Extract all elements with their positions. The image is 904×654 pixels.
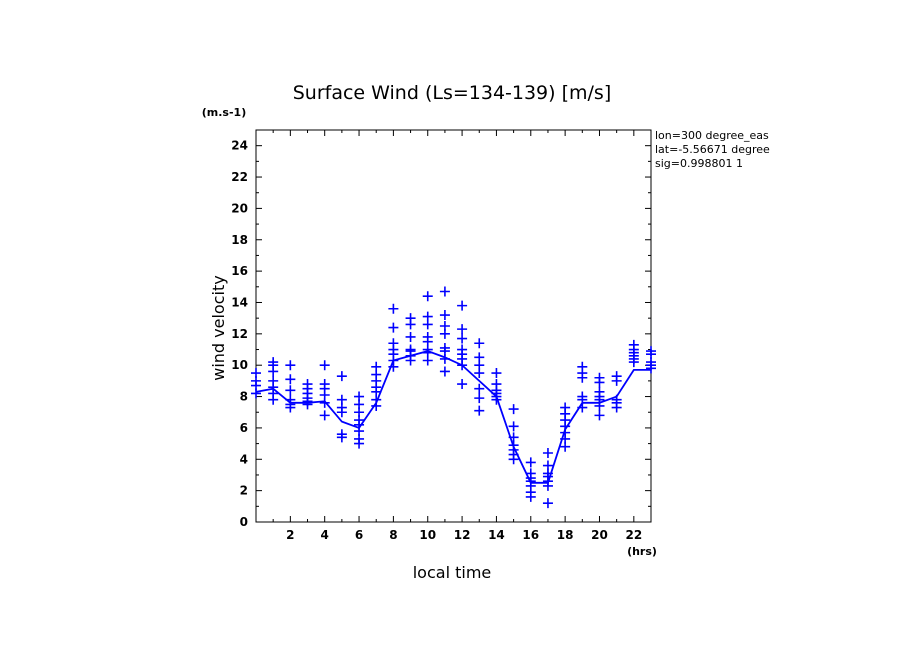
y-tick-label: 0	[240, 515, 248, 529]
scatter-point	[457, 379, 468, 390]
scatter-point	[354, 438, 365, 449]
x-tick-label: 12	[454, 528, 471, 542]
x-tick-label: 8	[389, 528, 397, 542]
scatter-point	[508, 404, 519, 415]
chart-title: Surface Wind (Ls=134-139) [m/s]	[293, 82, 612, 104]
scatter-point	[405, 355, 416, 366]
y-unit-label: (m.s-1)	[202, 106, 246, 119]
y-tick-label: 24	[231, 139, 248, 153]
mean-line	[255, 350, 651, 484]
scatter-point	[611, 402, 622, 413]
scatter-point	[302, 399, 313, 410]
scatter-point	[457, 360, 468, 371]
y-tick-label: 6	[240, 421, 248, 435]
scatter-point	[251, 388, 261, 399]
y-tick-label: 2	[240, 484, 248, 498]
x-tick-label: 10	[419, 528, 436, 542]
scatter-point	[439, 310, 450, 321]
scatter-point	[439, 328, 450, 339]
scatter-point	[525, 491, 536, 502]
x-axis-label: local time	[413, 563, 492, 582]
scatter-point	[405, 319, 416, 330]
scatter-point	[594, 400, 605, 411]
x-unit-label: (hrs)	[627, 545, 657, 558]
scatter-point	[388, 322, 399, 333]
x-tick-label: 6	[355, 528, 363, 542]
x-tick-label: 2	[286, 528, 294, 542]
scatter-point	[560, 441, 571, 452]
scatter-point	[319, 410, 330, 421]
scatter-point	[542, 480, 553, 491]
scatter-point	[268, 394, 279, 405]
info-line-lat: lat=-5.56671 degree	[655, 143, 770, 156]
scatter-point	[491, 368, 502, 379]
x-tick-label: 14	[488, 528, 505, 542]
scatter-point	[439, 286, 450, 297]
scatter-point	[422, 355, 433, 366]
y-tick-label: 12	[231, 327, 248, 341]
info-line-sig: sig=0.998801 1	[655, 157, 743, 170]
scatter-point	[439, 366, 450, 377]
scatter-point	[508, 421, 519, 432]
scatter-point	[628, 357, 639, 368]
scatter-point	[285, 385, 296, 396]
scatter-point	[285, 374, 296, 385]
scatter-point	[542, 448, 553, 459]
scatter-point	[422, 319, 433, 330]
scatter-point	[268, 366, 279, 377]
info-clip-mask	[780, 125, 820, 175]
scatter-point	[457, 300, 468, 311]
scatter-point	[285, 402, 296, 413]
y-tick-label: 16	[231, 264, 248, 278]
y-tick-label: 10	[231, 358, 248, 372]
y-tick-label: 22	[231, 170, 248, 184]
scatter-point	[439, 353, 450, 364]
scatter-point	[508, 454, 519, 465]
scatter-point	[611, 375, 622, 386]
scatter-point	[594, 377, 605, 388]
y-tick-label: 8	[240, 390, 248, 404]
scatter-point	[474, 393, 485, 404]
x-tick-label: 16	[522, 528, 539, 542]
scatter-point	[336, 371, 347, 382]
info-block: lon=300 degree_eas lat=-5.56671 degree s…	[655, 129, 770, 170]
scatter-point	[371, 400, 382, 411]
scatter-point	[474, 383, 485, 394]
scatter-point	[405, 331, 416, 342]
scatter-point	[646, 363, 656, 374]
info-line-lon: lon=300 degree_eas	[655, 129, 769, 142]
scatter-point	[457, 333, 468, 344]
scatter-point	[542, 498, 553, 509]
y-tick-label: 14	[231, 295, 248, 309]
x-tick-label: 4	[321, 528, 329, 542]
data-marks	[251, 286, 656, 509]
scatter-point	[336, 407, 347, 418]
scatter-point	[474, 368, 485, 379]
scatter-point	[388, 303, 399, 314]
scatter-point	[422, 291, 433, 302]
scatter-point	[577, 372, 588, 383]
y-axis-label: wind velocity	[209, 275, 228, 380]
scatter-point	[474, 405, 485, 416]
scatter-point	[594, 410, 605, 421]
scatter-point	[285, 360, 296, 371]
scatter-point	[319, 397, 330, 408]
x-tick-label: 20	[591, 528, 608, 542]
scatter-point	[457, 324, 468, 335]
scatter-point	[525, 457, 536, 468]
y-tick-label: 18	[231, 233, 248, 247]
scatter-point	[491, 394, 502, 405]
y-tick-label: 4	[240, 452, 248, 466]
x-tick-label: 18	[557, 528, 574, 542]
scatter-point	[388, 361, 399, 372]
scatter-point	[336, 432, 347, 443]
plot-frame	[255, 129, 652, 523]
scatter-point	[319, 360, 330, 371]
scatter-point	[474, 338, 485, 349]
x-tick-label: 22	[625, 528, 642, 542]
y-tick-label: 20	[231, 201, 248, 215]
scatter-point	[577, 402, 588, 413]
